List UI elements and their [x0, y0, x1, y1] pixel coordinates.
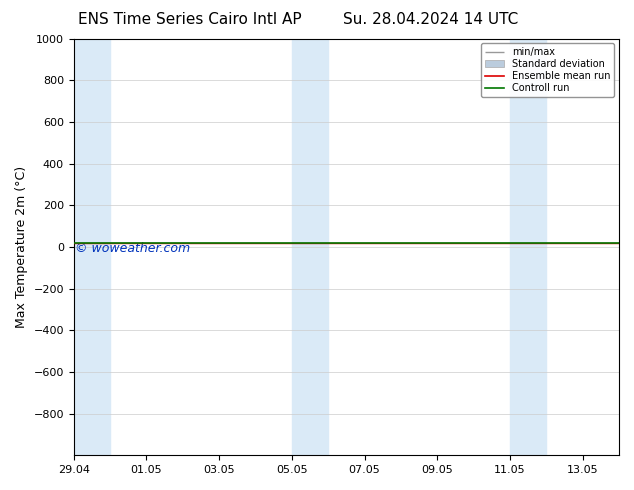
Text: Su. 28.04.2024 14 UTC: Su. 28.04.2024 14 UTC — [344, 12, 519, 27]
Bar — [510, 39, 547, 455]
Bar — [292, 39, 328, 455]
Bar — [74, 39, 110, 455]
Text: ENS Time Series Cairo Intl AP: ENS Time Series Cairo Intl AP — [79, 12, 302, 27]
Y-axis label: Max Temperature 2m (°C): Max Temperature 2m (°C) — [15, 166, 28, 328]
Text: © woweather.com: © woweather.com — [75, 242, 190, 255]
Legend: min/max, Standard deviation, Ensemble mean run, Controll run: min/max, Standard deviation, Ensemble me… — [481, 44, 614, 97]
